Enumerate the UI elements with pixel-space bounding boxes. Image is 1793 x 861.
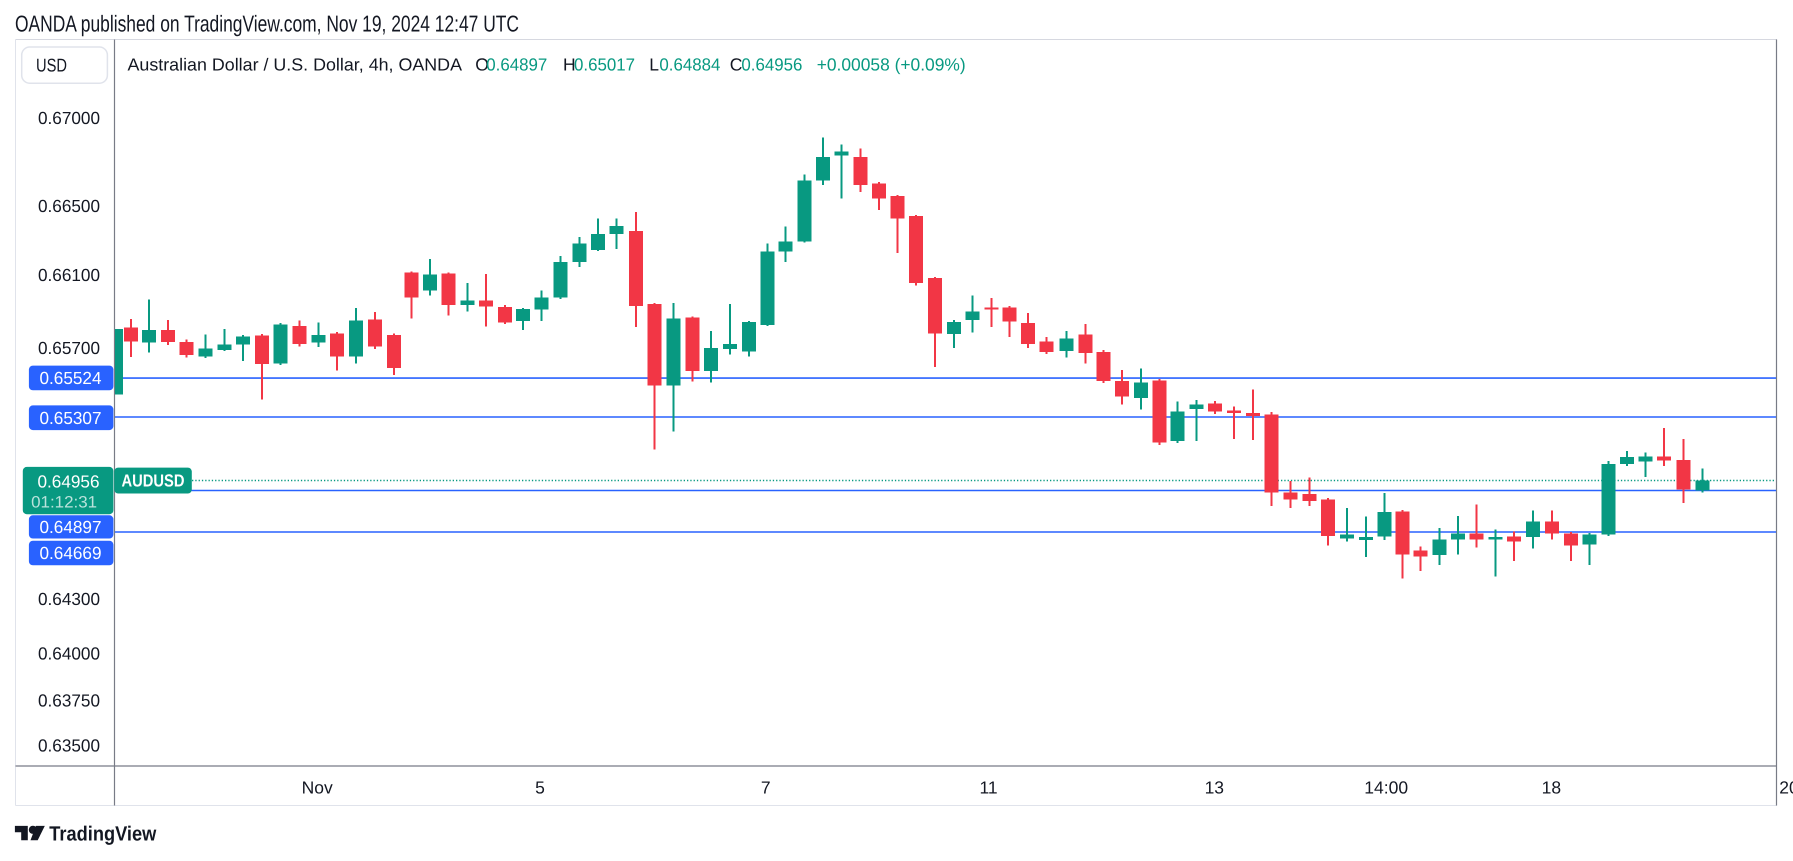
svg-text:5: 5 [535,778,545,798]
svg-text:0.64897: 0.64897 [486,55,547,75]
svg-text:0.64000: 0.64000 [38,644,100,664]
svg-text:14:00: 14:00 [1364,778,1408,798]
svg-text:Australian Dollar / U.S. Dolla: Australian Dollar / U.S. Dollar, 4h, OAN… [128,55,463,75]
svg-text:0.67000: 0.67000 [38,108,100,128]
svg-text:11: 11 [980,778,998,798]
svg-text:0.64669: 0.64669 [40,543,102,563]
svg-text:H: H [563,55,576,75]
svg-text:0.65307: 0.65307 [40,408,102,428]
svg-text:0.65524: 0.65524 [40,368,102,388]
svg-text:0.66100: 0.66100 [38,265,100,285]
svg-text:7: 7 [761,778,771,798]
svg-text:18: 18 [1542,778,1561,798]
svg-text:USD: USD [36,55,67,76]
svg-text:AUDUSD: AUDUSD [122,471,185,491]
svg-text:0.64300: 0.64300 [38,589,100,609]
svg-text:0.64956: 0.64956 [741,55,802,75]
svg-text:20: 20 [1779,778,1793,798]
svg-text:0.63500: 0.63500 [38,735,100,755]
svg-text:0.64897: 0.64897 [40,517,102,537]
svg-text:13: 13 [1205,778,1224,798]
svg-text:0.65017: 0.65017 [574,55,635,75]
svg-text:0.66500: 0.66500 [38,196,100,216]
svg-text:0.63750: 0.63750 [38,690,100,710]
svg-text:01:12:31: 01:12:31 [31,494,97,512]
svg-text:C: C [730,55,743,75]
svg-text:O: O [475,55,489,75]
svg-text:0.65700: 0.65700 [38,338,100,358]
svg-text:+0.00058 (+0.09%): +0.00058 (+0.09%) [817,55,966,75]
svg-text:L: L [649,55,659,75]
svg-text:Nov: Nov [302,778,333,798]
svg-text:0.64884: 0.64884 [659,55,720,75]
svg-text:OANDA published on TradingView: OANDA published on TradingView.com, Nov … [15,11,519,37]
svg-text:TradingView: TradingView [49,823,156,846]
svg-text:0.64956: 0.64956 [38,471,100,491]
